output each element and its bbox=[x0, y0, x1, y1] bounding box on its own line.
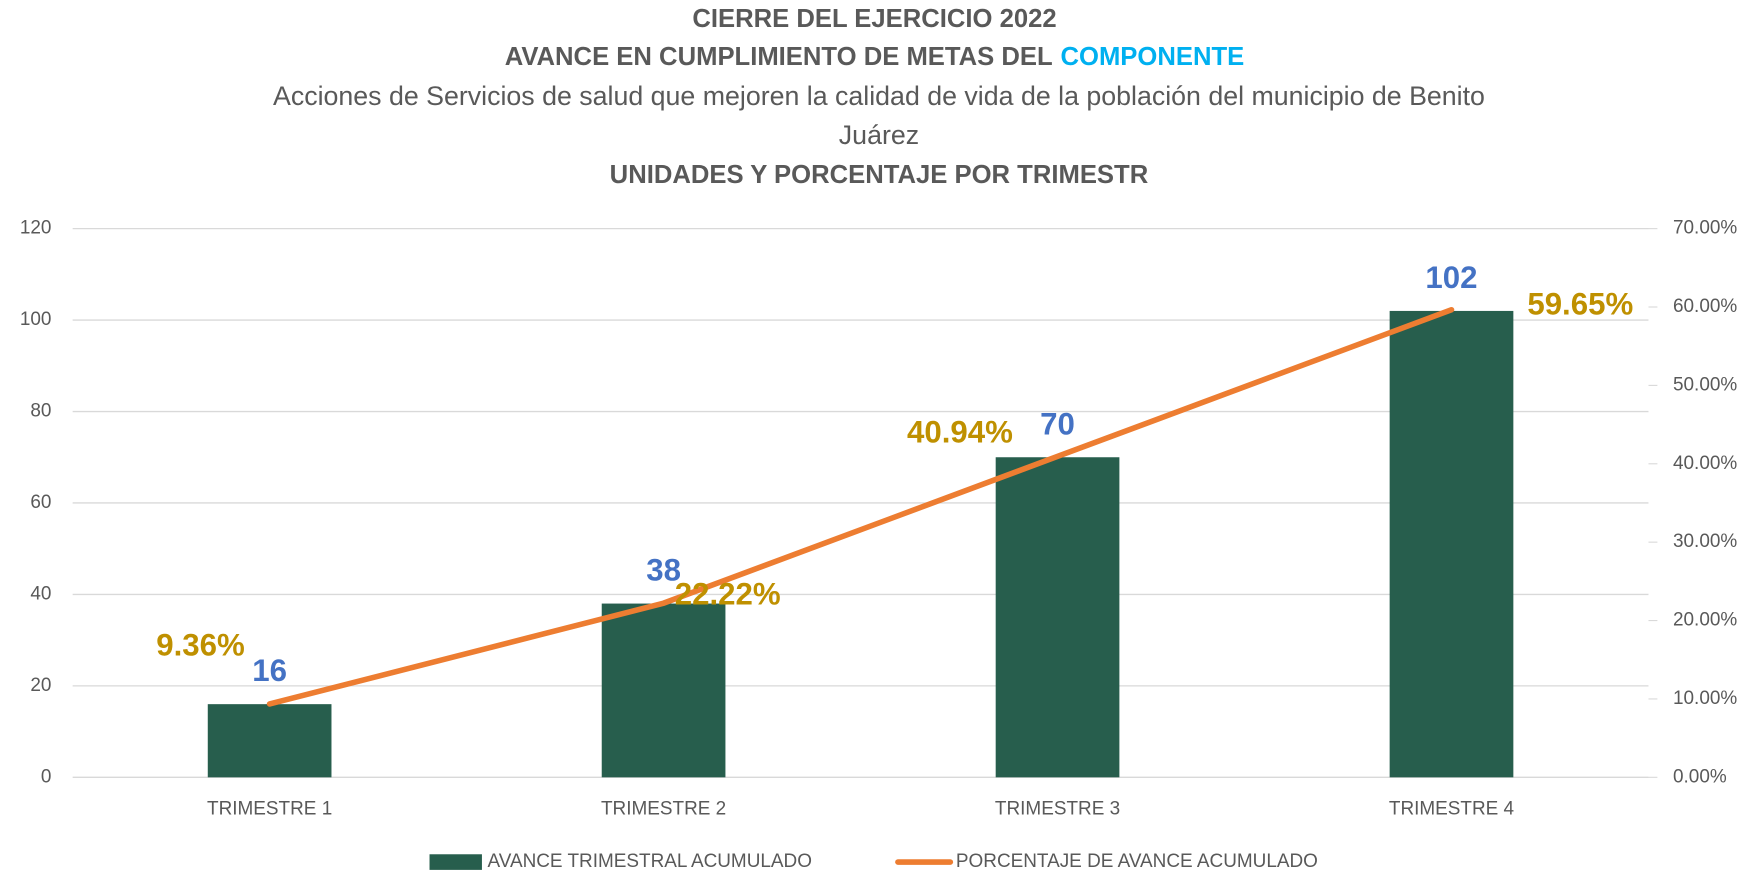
chart-subtitle: AVANCE EN CUMPLIMIENTO DE METAS DEL COMPO… bbox=[505, 43, 1245, 71]
y-tick-label: 120 bbox=[20, 218, 52, 239]
legend-label: AVANCE TRIMESTRAL ACUMULADO bbox=[488, 851, 812, 871]
y2-tick-label: 30.00% bbox=[1673, 531, 1737, 552]
bar-value-label: 16 bbox=[252, 653, 287, 688]
line bbox=[266, 306, 1455, 707]
description: Juárez bbox=[839, 120, 919, 150]
y2-tick-label: 10.00% bbox=[1673, 688, 1737, 709]
y2-tick-label: 70.00% bbox=[1673, 218, 1737, 239]
bar bbox=[1389, 310, 1514, 778]
chart-subtitle-2: UNIDADES Y PORCENTAJE POR TRIMESTR bbox=[610, 161, 1149, 189]
line-value-label: 9.36% bbox=[156, 627, 245, 662]
y-tick-label: 0 bbox=[41, 766, 52, 787]
y2-tick-label: 40.00% bbox=[1673, 453, 1737, 474]
line-value-label: 22.22% bbox=[675, 577, 781, 612]
description: Acciones de Servicios de salud que mejor… bbox=[273, 81, 1485, 111]
bar bbox=[995, 457, 1120, 778]
line-value-label: 59.65% bbox=[1527, 287, 1633, 322]
chart-title: CIERRE DEL EJERCICIO 2022 bbox=[692, 5, 1056, 33]
y2-tick-label: 20.00% bbox=[1673, 610, 1737, 631]
x-tick-label: TRIMESTRE 2 bbox=[601, 799, 726, 820]
line-value-label: 40.94% bbox=[907, 414, 1013, 449]
legend-swatch bbox=[429, 854, 482, 870]
bar-value-label: 70 bbox=[1040, 406, 1075, 441]
subtitle-highlight: COMPONENTE bbox=[1060, 43, 1244, 71]
y2-tick-label: 60.00% bbox=[1673, 296, 1737, 317]
x-tick-label: TRIMESTRE 3 bbox=[995, 799, 1120, 820]
y-tick-label: 80 bbox=[30, 401, 51, 422]
y-tick-label: 20 bbox=[30, 675, 51, 696]
bar bbox=[207, 704, 332, 778]
y2-tick-label: 50.00% bbox=[1673, 374, 1737, 395]
bar bbox=[601, 603, 726, 778]
bar-value-label: 102 bbox=[1425, 260, 1477, 295]
y-tick-label: 40 bbox=[30, 583, 51, 604]
y-tick-label: 60 bbox=[30, 492, 51, 513]
subtitle-text: AVANCE EN CUMPLIMIENTO DE METAS DEL bbox=[505, 43, 1053, 71]
bar-value-label: 38 bbox=[646, 553, 681, 588]
y2-tick-label: 0.00% bbox=[1673, 766, 1727, 787]
x-tick-label: TRIMESTRE 1 bbox=[207, 799, 332, 820]
x-tick-label: TRIMESTRE 4 bbox=[1389, 799, 1514, 820]
y-tick-label: 100 bbox=[20, 309, 52, 330]
legend-label: PORCENTAJE DE AVANCE ACUMULADO bbox=[956, 851, 1318, 871]
